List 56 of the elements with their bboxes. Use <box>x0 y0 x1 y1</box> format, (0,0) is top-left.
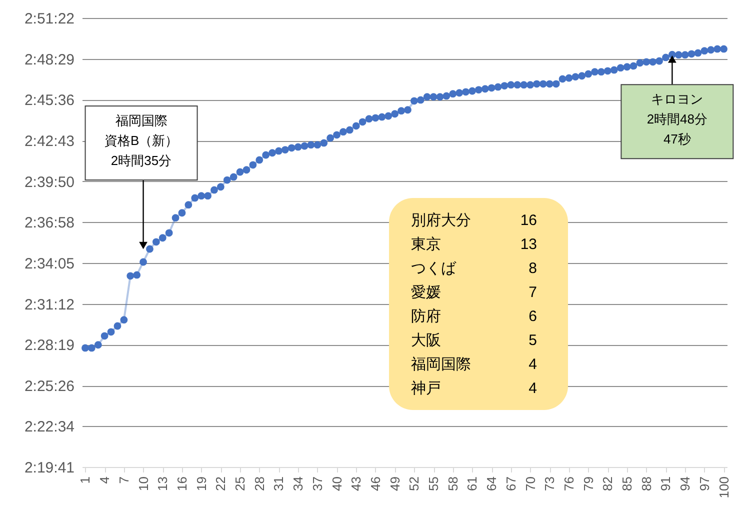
text: 愛媛 7 <box>411 284 537 301</box>
x-tick-label: 67 <box>503 476 518 491</box>
x-tick-label: 1 <box>78 476 93 484</box>
x-tick-label: 10 <box>136 476 151 491</box>
y-tick-label: 2:36:58 <box>24 214 74 232</box>
x-tick-label: 91 <box>658 476 674 491</box>
x-tick-label: 34 <box>290 476 306 491</box>
x-tick-label: 79 <box>580 476 596 491</box>
text: 防府 6 <box>411 308 537 325</box>
x-tick-label: 7 <box>116 476 132 484</box>
x-tick-label: 82 <box>600 476 616 491</box>
y-tick-label: 2:19:41 <box>24 460 74 476</box>
x-tick-label: 43 <box>348 476 364 491</box>
text: 別府大分 16 <box>411 212 537 229</box>
x-tick-label: 94 <box>678 476 693 491</box>
text: 東京 13 <box>411 236 537 253</box>
y-tick-label: 2:28:19 <box>24 337 74 354</box>
x-tick-label: 97 <box>696 476 712 491</box>
x-tick-label: 16 <box>174 476 190 491</box>
x-tick-label: 88 <box>638 476 654 491</box>
x-tick-label: 46 <box>368 476 383 491</box>
text: 神戸 4 <box>411 380 537 397</box>
y-tick-label: 2:34:05 <box>24 255 74 272</box>
y-tick-label: 2:31:12 <box>24 296 74 314</box>
x-tick-label: 100 <box>716 476 732 498</box>
x-tick-label: 61 <box>464 476 480 491</box>
text: 大阪 5 <box>411 332 537 349</box>
x-tick-label: 49 <box>387 476 402 491</box>
x-tick-label: 25 <box>232 476 248 491</box>
y-tick-label: 2:42:43 <box>24 133 74 150</box>
x-tick-label: 37 <box>310 476 325 491</box>
x-tick-label: 85 <box>620 476 635 491</box>
x-tick-label: 55 <box>426 476 442 491</box>
text: つくば 8 <box>411 260 537 277</box>
annotation: 福岡国際資格B（新）2時間35分 <box>104 112 178 168</box>
x-tick-label: 13 <box>155 476 170 491</box>
x-tick-label: 22 <box>213 476 228 491</box>
x-tick-label: 4 <box>97 476 112 484</box>
y-tick-label: 2:39:50 <box>24 174 74 191</box>
text: 福岡国際 4 <box>411 356 537 373</box>
x-tick-label: 52 <box>406 476 422 491</box>
x-tick-label: 76 <box>561 476 576 491</box>
x-tick-label: 28 <box>252 476 267 491</box>
x-tick-label: 64 <box>484 476 500 491</box>
x-tick-label: 58 <box>445 476 460 491</box>
y-tick-label: 2:22:34 <box>24 418 74 436</box>
x-tick-label: 40 <box>329 476 344 491</box>
y-tick-label: 2:51:22 <box>24 10 74 28</box>
x-tick-label: 19 <box>194 476 209 491</box>
annotation: キロヨン2時間48分47秒 <box>646 92 708 147</box>
y-tick-label: 2:45:36 <box>24 92 74 110</box>
y-tick-label: 2:48:29 <box>24 51 74 68</box>
y-tick-label: 2:25:26 <box>24 378 74 396</box>
x-tick-label: 73 <box>542 476 558 491</box>
x-tick-label: 70 <box>522 476 538 491</box>
x-tick-label: 31 <box>271 476 286 491</box>
